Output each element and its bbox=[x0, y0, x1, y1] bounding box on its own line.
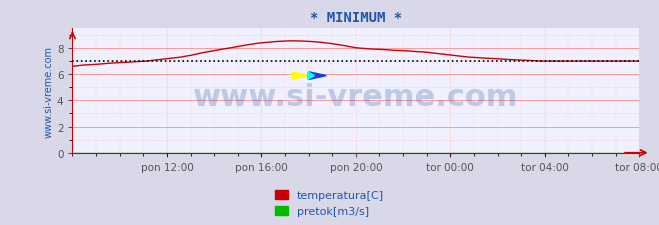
Text: www.si-vreme.com: www.si-vreme.com bbox=[193, 83, 519, 112]
Polygon shape bbox=[309, 72, 326, 80]
Polygon shape bbox=[293, 72, 309, 80]
Polygon shape bbox=[308, 72, 314, 80]
Y-axis label: www.si-vreme.com: www.si-vreme.com bbox=[44, 45, 54, 137]
Title: * MINIMUM *: * MINIMUM * bbox=[310, 11, 402, 25]
Legend: temperatura[C], pretok[m3/s]: temperatura[C], pretok[m3/s] bbox=[272, 187, 387, 219]
